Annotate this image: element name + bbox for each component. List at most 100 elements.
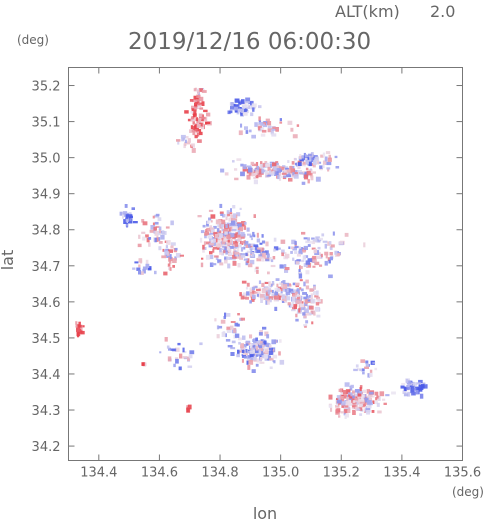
radar-cell xyxy=(328,259,331,264)
radar-cell xyxy=(343,409,348,414)
y-tick-label: 34.5 xyxy=(32,332,61,347)
radar-cell xyxy=(375,397,378,401)
radar-cell xyxy=(269,298,272,303)
radar-cell xyxy=(332,231,335,236)
radar-cell xyxy=(228,227,231,231)
radar-cell xyxy=(240,247,244,252)
radar-cell xyxy=(303,245,308,250)
radar-cell xyxy=(247,350,252,354)
radar-cell xyxy=(262,251,267,254)
radar-cell xyxy=(152,215,155,219)
radar-cell xyxy=(154,231,159,236)
radar-cell xyxy=(259,348,263,352)
radar-cell xyxy=(198,117,202,120)
radar-cell xyxy=(249,235,253,238)
radar-cell xyxy=(213,225,217,229)
radar-cell xyxy=(149,229,154,233)
radar-cell xyxy=(220,222,224,228)
radar-cell xyxy=(237,225,241,230)
radar-cell xyxy=(272,354,278,359)
radar-cell xyxy=(280,175,284,178)
radar-cell xyxy=(257,256,263,259)
radar-cell xyxy=(413,382,417,386)
radar-cell xyxy=(347,408,351,413)
radar-cell xyxy=(247,365,251,370)
radar-cell xyxy=(261,282,265,288)
radar-cell xyxy=(280,286,283,292)
radar-cell xyxy=(315,176,321,182)
radar-cell xyxy=(256,288,261,292)
radar-cell xyxy=(275,161,279,165)
radar-cell xyxy=(281,294,285,299)
radar-cell xyxy=(415,390,419,395)
radar-cell xyxy=(75,325,78,328)
radar-cell xyxy=(245,352,248,356)
radar-cell xyxy=(221,219,226,225)
radar-cell xyxy=(210,220,213,223)
radar-cell xyxy=(249,247,253,250)
radar-cell xyxy=(201,116,206,120)
radar-cell xyxy=(421,382,426,386)
radar-cell xyxy=(256,258,262,262)
radar-cell xyxy=(216,334,220,339)
radar-cell xyxy=(237,255,240,259)
radar-cell xyxy=(205,254,211,260)
radar-cell xyxy=(188,354,193,359)
radar-cell xyxy=(223,228,228,232)
radar-cell xyxy=(293,289,297,293)
radar-cell xyxy=(261,129,267,133)
radar-cell xyxy=(343,394,348,399)
radar-cell xyxy=(327,241,331,246)
radar-cell xyxy=(174,247,178,251)
radar-cell xyxy=(356,398,361,403)
radar-cell xyxy=(345,401,350,405)
radar-cell xyxy=(246,342,251,345)
radar-cell xyxy=(340,411,345,414)
radar-cell xyxy=(352,401,357,405)
radar-cell xyxy=(227,212,231,217)
radar-cell xyxy=(327,257,331,262)
radar-cell xyxy=(292,246,297,251)
radar-cell xyxy=(267,128,273,133)
radar-cell xyxy=(313,310,316,316)
radar-cell xyxy=(246,250,252,254)
radar-cell xyxy=(288,246,291,249)
radar-cell xyxy=(280,282,284,288)
radar-cell xyxy=(357,393,362,397)
radar-cell xyxy=(204,232,210,236)
radar-cell xyxy=(240,253,246,256)
radar-cell xyxy=(278,176,282,181)
radar-cell xyxy=(208,217,212,221)
radar-cell xyxy=(260,161,263,166)
radar-cell xyxy=(141,219,145,223)
radar-cell xyxy=(296,311,302,314)
radar-cell xyxy=(165,251,169,255)
radar-cell xyxy=(221,237,225,241)
radar-cell xyxy=(127,214,133,219)
radar-cell xyxy=(407,383,410,387)
altitude-value: 2.0 xyxy=(430,2,455,21)
radar-cell xyxy=(335,166,340,169)
radar-cell xyxy=(292,257,295,261)
radar-cell xyxy=(275,162,279,165)
radar-cell xyxy=(245,130,249,134)
radar-cell xyxy=(256,269,259,274)
radar-cell xyxy=(328,154,331,159)
radar-cell xyxy=(240,171,245,177)
radar-cell xyxy=(134,261,139,264)
radar-cell xyxy=(250,243,255,247)
radar-cell xyxy=(307,299,311,302)
radar-cell xyxy=(227,263,231,269)
radar-cell xyxy=(292,282,296,286)
radar-cell xyxy=(297,165,301,169)
radar-cell xyxy=(255,162,259,167)
radar-cell xyxy=(274,296,279,300)
radar-cell xyxy=(305,293,308,298)
radar-cell xyxy=(235,232,239,235)
radar-cell xyxy=(357,396,360,400)
radar-cell xyxy=(286,169,291,173)
radar-cell xyxy=(200,262,204,268)
radar-cell xyxy=(265,258,270,262)
radar-cell xyxy=(246,174,251,180)
radar-cell xyxy=(190,111,194,114)
